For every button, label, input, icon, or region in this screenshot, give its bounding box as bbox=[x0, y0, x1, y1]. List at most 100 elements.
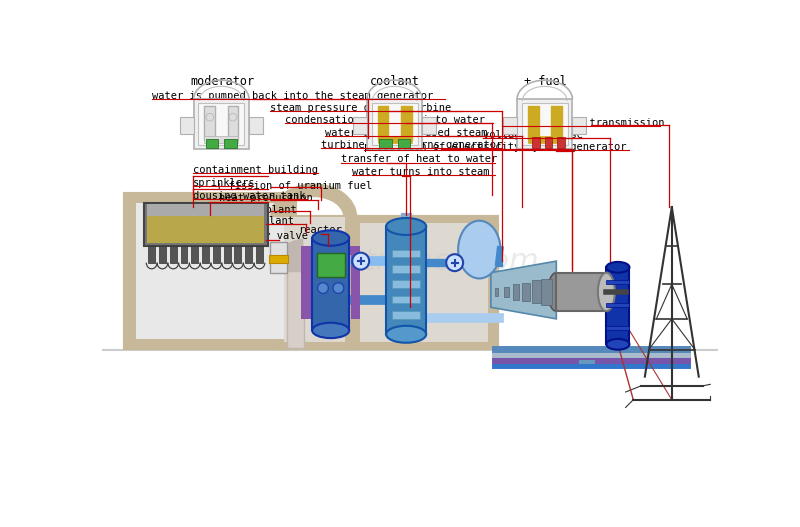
Circle shape bbox=[553, 113, 560, 121]
Ellipse shape bbox=[312, 323, 349, 338]
Text: moderator: moderator bbox=[190, 75, 254, 88]
Circle shape bbox=[318, 282, 328, 294]
Bar bbox=[304, 271, 342, 288]
Bar bbox=[606, 280, 630, 284]
Bar bbox=[312, 238, 349, 330]
Ellipse shape bbox=[598, 272, 615, 311]
Bar bbox=[302, 246, 360, 255]
Text: transfer of heat to water: transfer of heat to water bbox=[341, 154, 497, 164]
Ellipse shape bbox=[386, 218, 426, 235]
Ellipse shape bbox=[312, 230, 349, 246]
Circle shape bbox=[379, 113, 387, 121]
Text: reactor: reactor bbox=[298, 226, 342, 236]
Bar bbox=[205, 105, 215, 140]
Text: steam pressure drives turbine: steam pressure drives turbine bbox=[270, 103, 451, 113]
Bar bbox=[180, 117, 194, 134]
Bar bbox=[147, 217, 265, 242]
Bar bbox=[398, 140, 410, 148]
Polygon shape bbox=[494, 288, 498, 296]
Bar bbox=[136, 203, 284, 339]
Bar bbox=[224, 246, 230, 262]
Bar bbox=[545, 137, 553, 148]
Bar bbox=[284, 217, 345, 342]
Text: condensation of steam into water: condensation of steam into water bbox=[286, 115, 486, 125]
Text: turbine shaft turns generator: turbine shaft turns generator bbox=[322, 140, 502, 150]
Polygon shape bbox=[532, 280, 541, 304]
Bar bbox=[202, 246, 209, 262]
Bar bbox=[392, 311, 420, 319]
Bar bbox=[269, 255, 287, 262]
Bar bbox=[225, 140, 237, 148]
Circle shape bbox=[229, 113, 237, 121]
Bar bbox=[533, 137, 540, 148]
Circle shape bbox=[206, 113, 214, 121]
Bar bbox=[302, 253, 310, 319]
Bar bbox=[392, 296, 420, 304]
Bar bbox=[378, 105, 389, 140]
Text: voltage increase: voltage increase bbox=[483, 130, 583, 140]
Bar bbox=[379, 140, 391, 148]
Bar bbox=[367, 100, 422, 150]
Text: production of electricity by the generator: production of electricity by the generat… bbox=[364, 142, 626, 152]
Bar bbox=[159, 246, 166, 262]
Ellipse shape bbox=[606, 339, 630, 350]
Bar bbox=[606, 326, 630, 330]
Text: sprinklers: sprinklers bbox=[193, 178, 255, 188]
Text: water is pumped back into the steam generator: water is pumped back into the steam gene… bbox=[152, 91, 434, 101]
Bar bbox=[386, 227, 426, 334]
Bar bbox=[278, 217, 350, 348]
Circle shape bbox=[402, 113, 410, 121]
Text: dousing water tank: dousing water tank bbox=[193, 191, 306, 201]
Ellipse shape bbox=[386, 326, 426, 343]
Polygon shape bbox=[513, 284, 519, 300]
Bar bbox=[205, 135, 238, 143]
Text: www.tnonet.com: www.tnonet.com bbox=[281, 247, 539, 276]
Bar bbox=[234, 246, 242, 262]
Circle shape bbox=[352, 252, 369, 270]
Circle shape bbox=[446, 254, 463, 271]
Bar bbox=[198, 103, 245, 145]
Bar bbox=[392, 250, 420, 257]
Text: water cools the used steam: water cools the used steam bbox=[326, 128, 488, 138]
Polygon shape bbox=[504, 287, 509, 297]
Bar bbox=[528, 105, 538, 140]
Text: safety valve: safety valve bbox=[233, 231, 308, 241]
Bar bbox=[246, 246, 252, 262]
Bar bbox=[579, 360, 595, 364]
Bar bbox=[194, 100, 249, 150]
Bar bbox=[227, 105, 238, 140]
Bar bbox=[557, 137, 565, 148]
Polygon shape bbox=[541, 279, 552, 305]
Bar bbox=[350, 253, 360, 319]
Bar bbox=[350, 217, 497, 348]
Bar bbox=[378, 135, 411, 143]
Bar bbox=[522, 103, 568, 145]
Ellipse shape bbox=[458, 221, 501, 278]
Text: water turns into steam: water turns into steam bbox=[352, 167, 490, 177]
Circle shape bbox=[530, 113, 537, 121]
Polygon shape bbox=[522, 282, 530, 301]
Text: + electricity transmission: + electricity transmission bbox=[502, 118, 665, 128]
Bar bbox=[144, 203, 267, 246]
Text: cold coolant: cold coolant bbox=[219, 216, 294, 226]
Text: + fuel: + fuel bbox=[524, 75, 567, 88]
Bar bbox=[125, 194, 294, 348]
Bar bbox=[401, 105, 411, 140]
Bar bbox=[206, 140, 218, 148]
Bar bbox=[392, 265, 420, 272]
Bar bbox=[181, 246, 187, 262]
Bar bbox=[147, 204, 265, 217]
Text: + fission of uranium fuel: + fission of uranium fuel bbox=[216, 181, 372, 191]
Text: coolant: coolant bbox=[370, 75, 419, 88]
Ellipse shape bbox=[548, 272, 565, 311]
Bar bbox=[551, 105, 562, 140]
Bar bbox=[606, 267, 630, 344]
Text: heat production: heat production bbox=[219, 193, 313, 203]
Text: hot coolant: hot coolant bbox=[227, 204, 296, 214]
Bar bbox=[528, 135, 562, 143]
Circle shape bbox=[333, 282, 344, 294]
Bar bbox=[503, 117, 517, 134]
Bar bbox=[270, 242, 287, 272]
Bar bbox=[170, 246, 177, 262]
Bar bbox=[353, 117, 367, 134]
